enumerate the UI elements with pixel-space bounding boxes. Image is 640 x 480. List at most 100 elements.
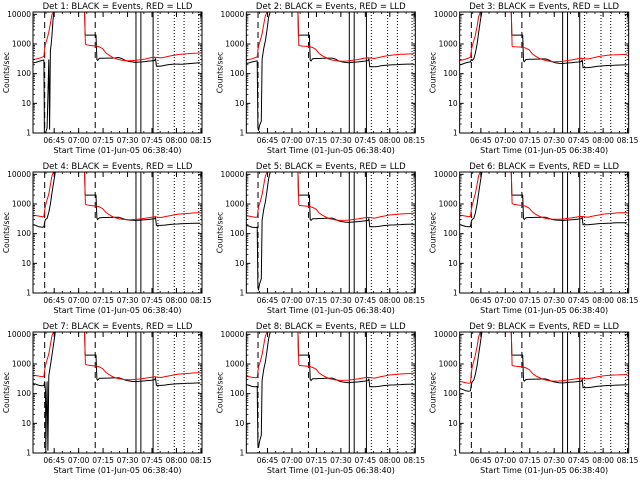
y-tick-label: 10 — [448, 259, 458, 268]
y-tick-label: 100 — [230, 229, 245, 238]
y-tick-label: 10000 — [7, 170, 31, 179]
y-tick-label: 1 — [26, 449, 31, 458]
x-tick-label: 08:15 — [617, 456, 639, 465]
y-tick-label: 10 — [21, 419, 31, 428]
series-events — [33, 12, 201, 133]
y-axis-label: Counts/sec — [215, 372, 224, 413]
x-tick-label: 08:00 — [166, 456, 188, 465]
y-tick-label: 10 — [235, 259, 245, 268]
panel-title: Det 8: BLACK = Events, RED = LLD — [256, 322, 406, 332]
x-axis-label: Start Time (01-Jun-05 06:38:40) — [54, 306, 182, 315]
x-tick-label: 07:00 — [68, 456, 90, 465]
y-tick-label: 10 — [21, 259, 31, 268]
plot-area — [246, 332, 414, 453]
detector-panel-5: 1 10 100 1000 10000 06:45 07:00 07:15 07:30 07:45… — [215, 162, 425, 315]
x-tick-label: 08:15 — [617, 296, 639, 305]
axes-frame — [459, 11, 630, 134]
x-tick-label: 07:00 — [68, 136, 90, 145]
y-tick-label: 1000 — [225, 40, 244, 49]
x-tick-label: 07:00 — [281, 456, 303, 465]
detector-panel-6: 1 10 100 1000 10000 06:45 07:00 07:15 07:30 07:45… — [429, 162, 639, 315]
panel-title: Det 7: BLACK = Events, RED = LLD — [43, 322, 193, 332]
y-tick-label: 100 — [443, 69, 458, 78]
x-tick-label: 07:00 — [494, 456, 516, 465]
x-tick-label: 08:00 — [166, 296, 188, 305]
x-tick-label: 08:15 — [403, 296, 425, 305]
y-tick-label: 1 — [240, 289, 245, 298]
y-tick-label: 10000 — [7, 330, 31, 339]
axes-frame — [459, 331, 630, 454]
y-tick-label: 1 — [240, 449, 245, 458]
axes-frame — [459, 171, 630, 294]
x-tick-label: 07:15 — [92, 136, 114, 145]
series-lld — [33, 172, 201, 221]
y-axis-label: Counts/sec — [429, 372, 438, 413]
y-tick-label: 100 — [230, 69, 245, 78]
y-tick-label: 1000 — [225, 360, 244, 369]
x-tick-label: 07:30 — [543, 456, 565, 465]
y-tick-label: 100 — [17, 229, 32, 238]
series-lld — [459, 172, 628, 220]
series-lld — [33, 332, 201, 381]
y-tick-label: 10000 — [7, 10, 31, 19]
x-tick-label: 08:00 — [379, 296, 401, 305]
x-axis-label: Start Time (01-Jun-05 06:38:40) — [267, 306, 395, 315]
x-tick-label: 07:00 — [68, 296, 90, 305]
x-tick-label: 07:45 — [355, 456, 377, 465]
panel-title: Det 1: BLACK = Events, RED = LLD — [43, 2, 193, 12]
axes-frame — [32, 171, 203, 294]
y-tick-label: 1000 — [225, 200, 244, 209]
x-tick-label: 07:15 — [519, 296, 541, 305]
panel-title: Det 3: BLACK = Events, RED = LLD — [469, 2, 619, 12]
x-tick-label: 07:30 — [330, 296, 352, 305]
y-axis-label: Counts/sec — [2, 52, 11, 93]
plot-area — [33, 12, 201, 133]
plot-area — [459, 172, 628, 293]
series-events — [33, 332, 201, 453]
detector-panel-8: 1 10 100 1000 10000 06:45 07:00 07:15 07:30 07:45… — [215, 322, 425, 475]
x-tick-label: 06:45 — [470, 456, 492, 465]
x-tick-label: 08:15 — [190, 456, 212, 465]
x-axis-label: Start Time (01-Jun-05 06:38:40) — [54, 466, 182, 475]
x-axis-label: Start Time (01-Jun-05 06:38:40) — [480, 466, 608, 475]
x-tick-label: 06:45 — [43, 136, 65, 145]
plot-area — [33, 172, 201, 293]
x-tick-label: 08:15 — [403, 136, 425, 145]
x-tick-label: 07:30 — [117, 296, 139, 305]
series-events — [33, 172, 201, 228]
series-lld — [33, 12, 201, 62]
y-tick-label: 100 — [230, 389, 245, 398]
x-tick-label: 06:45 — [43, 296, 65, 305]
x-tick-label: 08:15 — [190, 296, 212, 305]
detector-panel-4: 1 10 100 1000 10000 06:45 07:00 07:15 07:30 07:45… — [2, 162, 212, 315]
x-axis-label: Start Time (01-Jun-05 06:38:40) — [267, 466, 395, 475]
panel-title: Det 9: BLACK = Events, RED = LLD — [469, 322, 619, 332]
x-tick-label: 07:45 — [141, 456, 163, 465]
y-tick-label: 1000 — [439, 360, 458, 369]
y-axis-label: Counts/sec — [429, 52, 438, 93]
y-tick-label: 10 — [235, 99, 245, 108]
plot-area — [459, 12, 628, 133]
plot-area — [246, 12, 414, 133]
x-tick-label: 07:15 — [519, 456, 541, 465]
x-tick-label: 07:00 — [494, 296, 516, 305]
series-lld — [246, 172, 414, 221]
y-tick-label: 100 — [443, 229, 458, 238]
x-tick-label: 07:15 — [92, 456, 114, 465]
series-events — [246, 172, 414, 292]
x-tick-label: 07:30 — [543, 296, 565, 305]
x-tick-label: 06:45 — [43, 456, 65, 465]
y-tick-label: 1 — [26, 129, 31, 138]
y-tick-label: 10 — [21, 99, 31, 108]
y-tick-label: 100 — [17, 69, 32, 78]
x-axis-label: Start Time (01-Jun-05 06:38:40) — [480, 306, 608, 315]
x-tick-label: 07:30 — [330, 456, 352, 465]
y-axis-label: Counts/sec — [429, 212, 438, 253]
y-tick-label: 10 — [448, 419, 458, 428]
x-tick-label: 07:15 — [92, 296, 114, 305]
series-events — [246, 12, 414, 131]
x-tick-label: 06:45 — [257, 296, 279, 305]
series-events — [459, 12, 627, 69]
x-tick-label: 08:00 — [379, 136, 401, 145]
x-axis-label: Start Time (01-Jun-05 06:38:40) — [480, 146, 608, 155]
